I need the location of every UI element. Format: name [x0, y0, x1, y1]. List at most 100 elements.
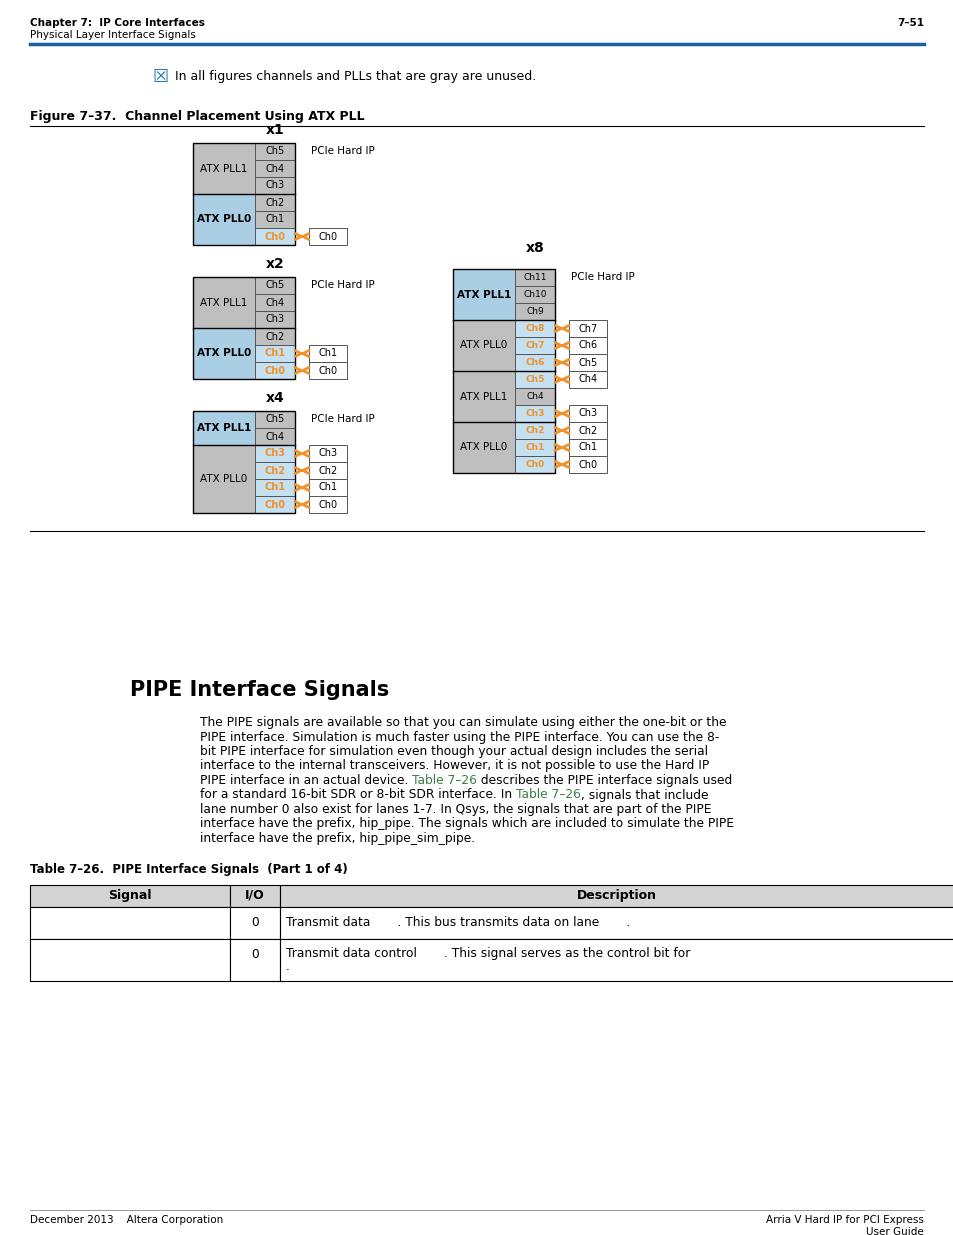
Bar	[309, 445, 347, 462]
Bar	[280, 939, 953, 981]
Bar	[254, 143, 294, 161]
Text: Ch9: Ch9	[525, 308, 543, 316]
Bar	[453, 422, 515, 473]
Text: Ch11: Ch11	[522, 273, 546, 282]
Text: Ch1: Ch1	[578, 442, 597, 452]
Bar	[230, 906, 280, 939]
Bar	[453, 370, 515, 422]
Text: Table 7–26: Table 7–26	[516, 788, 580, 802]
Bar	[254, 445, 294, 462]
Bar	[515, 456, 555, 473]
Text: for a standard 16-bit SDR or 8-bit SDR interface. In: for a standard 16-bit SDR or 8-bit SDR i…	[200, 788, 516, 802]
Text: Ch10: Ch10	[522, 290, 546, 299]
Bar	[193, 143, 254, 194]
Text: ATX PLL1: ATX PLL1	[200, 298, 248, 308]
Bar	[254, 311, 294, 329]
Text: PIPE interface. Simulation is much faster using the PIPE interface. You can use : PIPE interface. Simulation is much faste…	[200, 730, 719, 743]
Bar	[515, 405, 555, 422]
Text: ATX PLL1: ATX PLL1	[460, 391, 507, 401]
Text: Ch1: Ch1	[318, 483, 337, 493]
Text: Ch0: Ch0	[318, 499, 337, 510]
Text: x2: x2	[265, 257, 284, 270]
Text: , signals that include: , signals that include	[580, 788, 708, 802]
Bar	[254, 429, 294, 445]
Text: PIPE Interface Signals: PIPE Interface Signals	[130, 680, 389, 700]
Text: Ch5: Ch5	[525, 375, 544, 384]
Bar	[515, 303, 555, 320]
Bar	[193, 445, 254, 513]
Bar	[254, 345, 294, 362]
Bar	[515, 287, 555, 303]
Bar	[309, 362, 347, 379]
Bar	[453, 269, 515, 320]
Text: x4: x4	[265, 391, 284, 405]
Text: Ch4: Ch4	[578, 374, 597, 384]
Bar	[254, 496, 294, 513]
Text: interface have the prefix, hip_pipe_sim_pipe.: interface have the prefix, hip_pipe_sim_…	[200, 832, 475, 845]
Bar	[254, 462, 294, 479]
Bar	[254, 294, 294, 311]
Bar	[230, 939, 280, 981]
Text: Ch5: Ch5	[578, 357, 597, 368]
Text: Ch5: Ch5	[265, 147, 284, 157]
Bar	[309, 345, 347, 362]
Text: 7–51: 7–51	[896, 19, 923, 28]
Text: Ch3: Ch3	[525, 409, 544, 417]
Text: Figure 7–37.  Channel Placement Using ATX PLL: Figure 7–37. Channel Placement Using ATX…	[30, 110, 364, 124]
Bar	[515, 422, 555, 438]
Text: Ch2: Ch2	[264, 466, 285, 475]
Text: Ch5: Ch5	[265, 280, 284, 290]
Text: lane number 0 also exist for lanes 1-7. In Qsys, the signals that are part of th: lane number 0 also exist for lanes 1-7. …	[200, 803, 711, 816]
Bar	[254, 362, 294, 379]
Bar	[309, 462, 347, 479]
Text: Ch1: Ch1	[264, 483, 285, 493]
Bar	[193, 194, 254, 245]
Text: Ch6: Ch6	[525, 358, 544, 367]
Text: ATX PLL1: ATX PLL1	[196, 424, 251, 433]
Bar	[30, 906, 230, 939]
Text: Ch2: Ch2	[578, 426, 597, 436]
Text: Ch7: Ch7	[525, 341, 544, 350]
Bar	[193, 277, 294, 379]
Text: Ch3: Ch3	[578, 409, 597, 419]
Text: Ch2: Ch2	[265, 331, 284, 342]
Bar	[254, 329, 294, 345]
Bar	[515, 388, 555, 405]
Text: Ch6: Ch6	[578, 341, 597, 351]
Text: User Guide: User Guide	[865, 1228, 923, 1235]
Text: Ch2: Ch2	[265, 198, 284, 207]
Text: Transmit data control       . This signal serves as the control bit for: Transmit data control . This signal serv…	[286, 946, 690, 960]
Bar	[254, 277, 294, 294]
Bar	[30, 939, 230, 981]
Bar	[30, 884, 230, 906]
Text: Ch1: Ch1	[318, 348, 337, 358]
Text: Ch0: Ch0	[264, 366, 285, 375]
Bar	[254, 161, 294, 177]
Text: PCIe Hard IP: PCIe Hard IP	[571, 273, 634, 283]
Bar	[453, 320, 515, 370]
Text: x8: x8	[525, 241, 544, 254]
Text: 0: 0	[251, 948, 258, 962]
Bar	[515, 370, 555, 388]
Text: ATX PLL0: ATX PLL0	[460, 341, 507, 351]
Text: ATX PLL0: ATX PLL0	[200, 474, 248, 484]
Text: x1: x1	[265, 124, 284, 137]
Text: Ch3: Ch3	[265, 315, 284, 325]
Bar	[193, 277, 254, 329]
Bar	[309, 479, 347, 496]
Text: Ch4: Ch4	[265, 431, 284, 441]
Text: ATX PLL0: ATX PLL0	[196, 215, 251, 225]
Text: I/O: I/O	[245, 889, 265, 902]
Text: PCIe Hard IP: PCIe Hard IP	[311, 280, 375, 290]
Text: Ch2: Ch2	[318, 466, 337, 475]
Bar	[193, 329, 254, 379]
Bar	[568, 337, 606, 354]
Bar	[254, 228, 294, 245]
Text: ☒: ☒	[152, 68, 168, 86]
Bar	[280, 906, 953, 939]
Text: describes the PIPE interface signals used: describes the PIPE interface signals use…	[476, 774, 732, 787]
Bar	[193, 411, 294, 513]
Bar	[193, 411, 254, 445]
Bar	[568, 320, 606, 337]
Text: Ch3: Ch3	[265, 180, 284, 190]
